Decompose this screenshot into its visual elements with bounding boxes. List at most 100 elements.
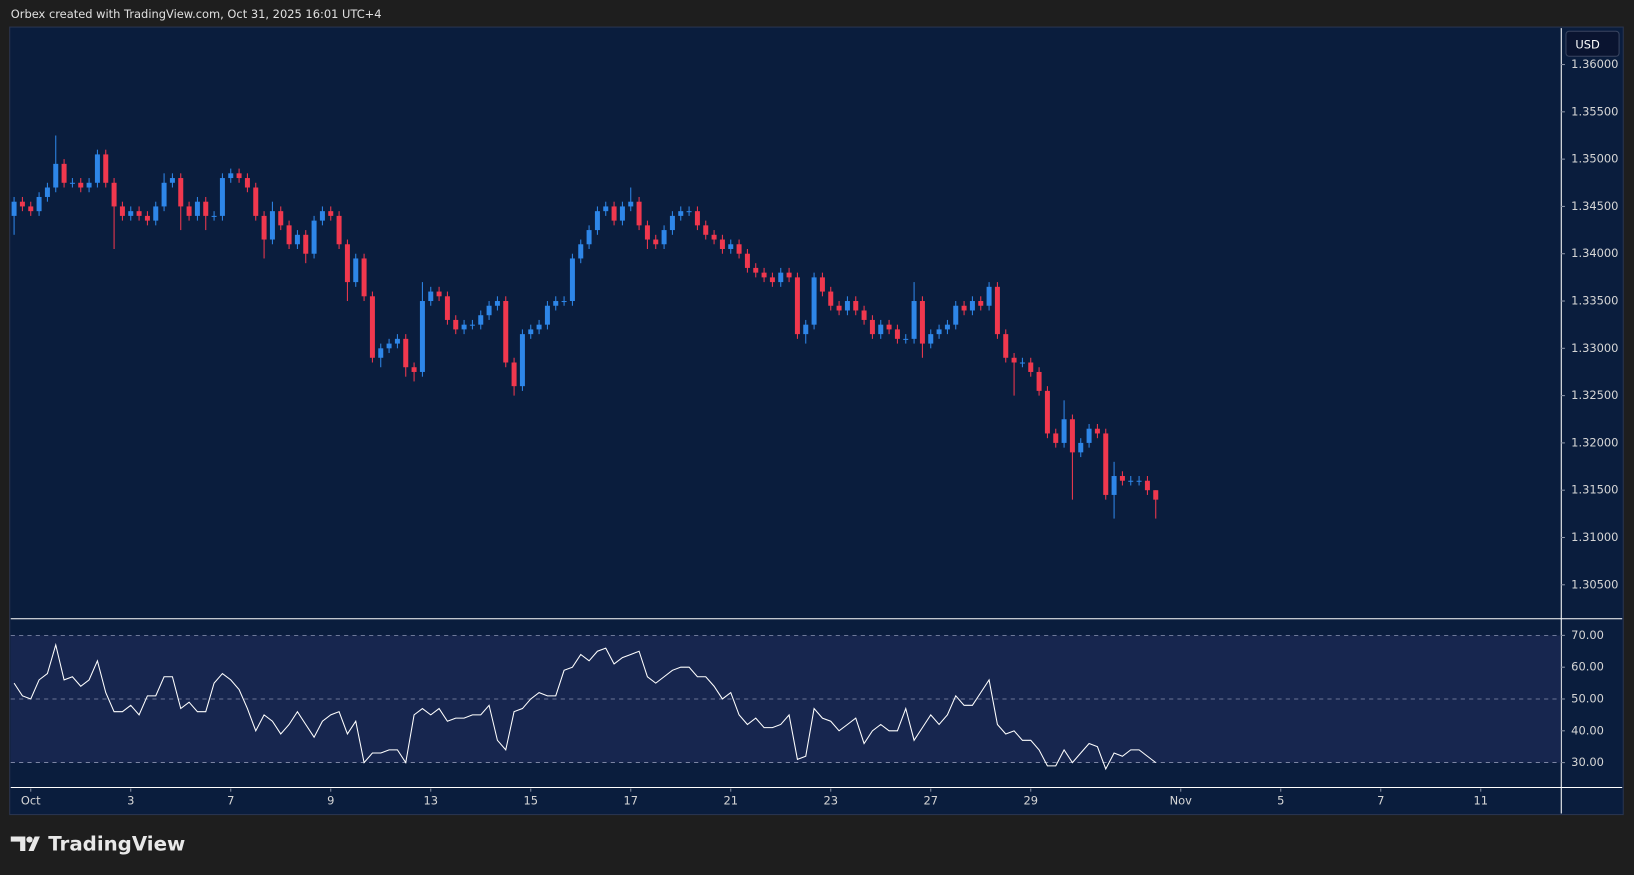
candle-body [803, 324, 809, 335]
candle-body [778, 272, 784, 283]
candle-body [619, 206, 625, 221]
candle-body [386, 343, 392, 349]
candle-body [94, 154, 100, 183]
x-tick-label: 9 [327, 794, 334, 808]
candle-body [319, 211, 325, 221]
candle-body [311, 220, 317, 254]
candle-body [944, 324, 950, 330]
candle-body [136, 211, 142, 216]
candle-body [894, 329, 900, 339]
y-tick-label: 1.35000 [1571, 152, 1618, 166]
candle-body [678, 211, 684, 216]
candle-body [394, 338, 400, 344]
candle-body [528, 329, 534, 335]
candle-body [828, 291, 834, 306]
x-tick-label: Oct [21, 794, 41, 808]
candle-body [361, 258, 367, 297]
candle-body [769, 277, 775, 283]
candle-body [278, 211, 284, 226]
candle-body [28, 206, 34, 212]
x-tick-label: 21 [723, 794, 738, 808]
candle-body [203, 201, 209, 216]
candle-body [69, 182, 75, 184]
candle-body [344, 244, 350, 283]
candle-body [1003, 334, 1009, 358]
candle-body [636, 201, 642, 226]
candle-body [928, 334, 934, 344]
candle-body [853, 301, 859, 311]
candle-body [553, 301, 559, 306]
candle-body [536, 324, 542, 330]
x-tick-label: 29 [1023, 794, 1038, 808]
candle-body [511, 362, 517, 387]
candle-body [594, 211, 600, 231]
candle-body [178, 178, 184, 207]
candle-body [1028, 362, 1034, 372]
candle-body [694, 211, 700, 226]
y-tick-label: 1.33500 [1571, 294, 1618, 308]
candle-body [903, 338, 909, 340]
candle-body [861, 310, 867, 320]
candle-body [761, 272, 767, 278]
y-tick-label: 1.34000 [1571, 246, 1618, 260]
currency-box[interactable] [1565, 30, 1620, 57]
candle-body [78, 182, 84, 188]
candle-body [1086, 428, 1092, 443]
candle-body [103, 154, 109, 183]
candle-body [561, 301, 567, 303]
candle-body [611, 206, 617, 221]
y-tick-label: 1.31500 [1571, 483, 1618, 497]
candle-body [353, 258, 359, 283]
candle-body [194, 201, 200, 216]
candle-body [269, 211, 275, 240]
x-tick-label: 7 [227, 794, 234, 808]
candle-body [419, 301, 425, 372]
x-tick-label: 13 [423, 794, 438, 808]
y-tick-label: 1.34500 [1571, 199, 1618, 213]
candle-body [211, 215, 217, 217]
candle-body [669, 215, 675, 231]
candle-body [378, 348, 384, 358]
candle-body [603, 206, 609, 212]
candle-body [411, 367, 417, 372]
candle-body [53, 163, 59, 188]
candle-body [711, 234, 717, 240]
candle-body [44, 187, 50, 197]
candle-body [161, 182, 167, 207]
candle-body [494, 301, 500, 306]
candle-body [219, 178, 225, 216]
candle-body [653, 239, 659, 245]
y-tick-label: 40.00 [1571, 723, 1604, 737]
candle-body [36, 196, 42, 212]
x-tick-label: 27 [923, 794, 938, 808]
candle-body [403, 338, 409, 368]
candle-body [1136, 480, 1142, 482]
candle-body [328, 211, 334, 216]
candle-body [819, 277, 825, 292]
y-tick-label: 1.33000 [1571, 341, 1618, 355]
candle-body [144, 215, 150, 221]
candle-body [1061, 419, 1067, 443]
candle-body [911, 301, 917, 339]
candle-body [244, 178, 250, 188]
footer-brand: TradingView [48, 832, 185, 855]
y-tick-label: 1.32500 [1571, 388, 1618, 402]
y-tick-label: 70.00 [1571, 628, 1604, 642]
header-text: Orbex created with TradingView.com, Oct … [11, 7, 382, 21]
x-tick-label: 23 [823, 794, 838, 808]
candle-body [1144, 480, 1150, 491]
candle-body [294, 234, 300, 245]
x-tick-label: 7 [1377, 794, 1384, 808]
candle-body [86, 182, 92, 188]
candle-body [128, 211, 134, 216]
candle-body [961, 305, 967, 311]
x-tick-label: 5 [1277, 794, 1284, 808]
candle-body [469, 324, 475, 326]
candle-body [369, 296, 375, 358]
candle-body [286, 225, 292, 245]
candle-body [1069, 419, 1075, 453]
candle-body [728, 244, 734, 249]
candle-body [261, 215, 267, 240]
candle-body [1078, 442, 1084, 453]
